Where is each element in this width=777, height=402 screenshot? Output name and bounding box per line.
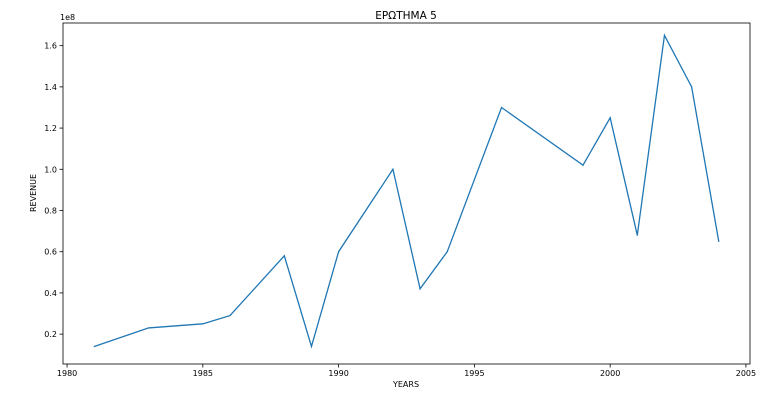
y-tick-label: 1.6 [44,42,57,51]
data-point [663,34,666,36]
series-points [93,34,720,348]
x-tick-label: 1990 [328,369,348,378]
data-point [582,164,584,166]
x-tick-label: 1985 [193,369,213,378]
y-tick-label: 0.6 [44,248,57,257]
plot-area [62,22,751,365]
data-point [338,251,340,253]
y-axis-ticks: 0.2 0.4 0.6 0.8 1.0 1.2 1.4 1.6 [44,42,63,339]
data-point [392,168,394,170]
x-axis-label: YEARS [392,380,419,389]
x-tick-label: 2005 [736,369,756,378]
data-point [500,106,503,109]
data-point [310,345,313,348]
y-tick-label: 0.4 [44,289,57,298]
data-point [419,288,421,290]
chart-title: ΕΡΩΤΗΜΑ 5 [375,10,437,22]
x-tick-label: 1995 [464,369,484,378]
x-tick-label: 2000 [600,369,620,378]
data-point [229,314,231,317]
x-axis-ticks: 1980 1985 1990 1995 2000 2005 [57,364,756,378]
y-offset-label: 1e8 [60,13,75,22]
data-point [93,345,95,348]
y-tick-label: 1.4 [44,83,57,92]
data-point [147,327,150,329]
y-tick-label: 1.0 [44,165,57,174]
y-tick-label: 0.2 [44,330,57,339]
data-point [283,255,285,257]
data-point [691,86,693,88]
y-axis-label: REVENUE [29,174,38,212]
data-point [636,234,638,236]
data-point [202,323,204,325]
data-point [718,240,720,243]
data-point [609,117,611,119]
y-tick-label: 0.8 [44,206,57,215]
data-point [446,251,448,253]
y-tick-label: 1.2 [44,124,57,133]
x-tick-label: 1980 [57,369,77,378]
